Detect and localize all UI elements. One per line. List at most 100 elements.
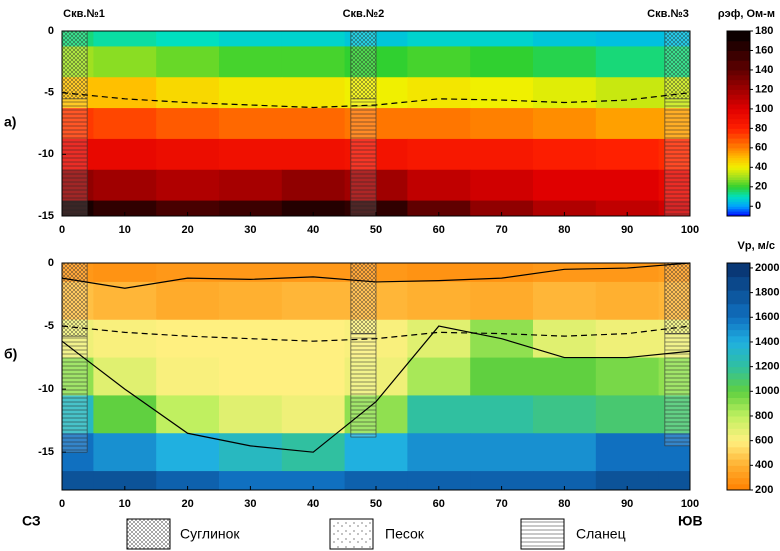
well-label: Скв.№2	[343, 8, 385, 20]
y-tick-label: -5	[44, 320, 54, 332]
colorbar-band	[727, 385, 750, 392]
y-tick-label: -10	[38, 148, 54, 160]
colorbar-band	[727, 113, 750, 120]
heat-cell	[407, 169, 471, 202]
heat-cell	[219, 433, 283, 472]
colorbar-band	[727, 196, 750, 200]
colorbar-tick-label: 120	[755, 83, 773, 95]
colorbar-band	[727, 329, 750, 337]
heat-cell	[219, 138, 283, 171]
colorbar-band	[727, 303, 750, 318]
heat-cell	[595, 281, 660, 321]
x-tick-label: 40	[307, 498, 319, 510]
x-tick-label: 0	[59, 224, 65, 236]
colorbar-band	[727, 160, 750, 163]
colorbar-tick-label: 1200	[755, 361, 779, 373]
boundary-line	[61, 325, 691, 342]
colorbar-band	[727, 172, 750, 176]
x-tick-label: 50	[370, 498, 382, 510]
heat-cell	[470, 433, 534, 472]
heat-cell	[93, 77, 157, 109]
well-upper	[664, 262, 691, 334]
heat-cell	[595, 471, 660, 491]
boundary-line	[61, 92, 691, 109]
colorbar-band	[727, 206, 750, 210]
colorbar-band	[727, 348, 750, 355]
colorbar-tick-label: 1800	[755, 287, 779, 299]
heat-cell	[156, 138, 220, 171]
well-lower	[664, 98, 691, 217]
heat-cell	[533, 46, 597, 78]
colorbar-band	[727, 118, 750, 124]
heat-cell	[156, 471, 220, 491]
colorbar-band	[727, 164, 750, 168]
x-tick-label: 20	[181, 224, 193, 236]
heat-cell	[407, 46, 471, 78]
heat-cell	[93, 46, 157, 78]
heat-cell	[595, 46, 660, 78]
heat-cell	[281, 395, 346, 434]
heat-cell	[219, 77, 283, 109]
heat-cell	[533, 200, 597, 217]
heat-cell	[93, 471, 157, 491]
heat-cell	[533, 108, 597, 140]
colorbar-band	[727, 341, 750, 349]
heat-cell	[470, 46, 534, 78]
well-label: Скв.№1	[63, 8, 105, 20]
heat-cell	[156, 357, 220, 396]
heat-cell	[470, 108, 534, 140]
well-lower	[350, 333, 377, 438]
panel-label: б)	[4, 346, 17, 362]
heat-cell	[93, 169, 157, 202]
heat-cell	[407, 77, 471, 109]
colorbar-band	[727, 317, 750, 324]
heat-cell	[470, 31, 534, 47]
colorbar-band	[727, 189, 750, 193]
heat-cell	[219, 357, 283, 396]
colorbar-band	[727, 150, 750, 154]
x-tick-label: 70	[495, 498, 507, 510]
legend: Суглинок Песок Сланец	[126, 518, 626, 550]
heat-cell	[219, 169, 283, 202]
heat-cell	[407, 108, 471, 140]
heat-cell	[407, 200, 471, 217]
heat-cell	[533, 471, 597, 491]
colorbar-band	[727, 483, 750, 491]
heat-cell	[219, 471, 283, 491]
heat-cell	[470, 281, 534, 321]
colorbar-band	[727, 123, 750, 129]
heat-cell	[470, 357, 534, 396]
boundary-line	[61, 325, 691, 453]
legend-label: Песок	[385, 526, 425, 542]
heat-cell	[281, 357, 346, 396]
heat-cell	[533, 281, 597, 321]
heat-cell	[219, 200, 283, 217]
colorbar-band	[727, 74, 750, 81]
colorbar-band	[727, 60, 750, 71]
heat-cell	[407, 357, 471, 396]
colorbar-band	[727, 477, 750, 485]
colorbar-band	[727, 471, 750, 479]
heat-cell	[281, 169, 346, 202]
heat-cell	[407, 138, 471, 171]
colorbar-band	[727, 79, 750, 86]
legend-swatch	[520, 518, 565, 550]
colorbar-band	[727, 263, 750, 278]
heat-cell	[93, 108, 157, 140]
colorbar-band	[727, 372, 750, 380]
colorbar-band	[727, 201, 750, 205]
colorbar-frame	[726, 30, 751, 217]
colorbar-band	[727, 446, 750, 454]
heat-cell	[658, 471, 691, 491]
colorbar-band	[727, 104, 750, 110]
colorbar-tick-label: 800	[755, 410, 773, 422]
legend-label: Суглинок	[180, 526, 240, 542]
colorbar-band	[727, 108, 750, 115]
heat-cell	[533, 138, 597, 171]
colorbar-band	[727, 186, 750, 190]
heat-cell	[156, 31, 220, 47]
heat-cell	[281, 138, 346, 171]
colorbar-tick-label: 60	[755, 142, 767, 154]
colorbar-band	[727, 465, 750, 472]
colorbar-band	[727, 452, 750, 460]
